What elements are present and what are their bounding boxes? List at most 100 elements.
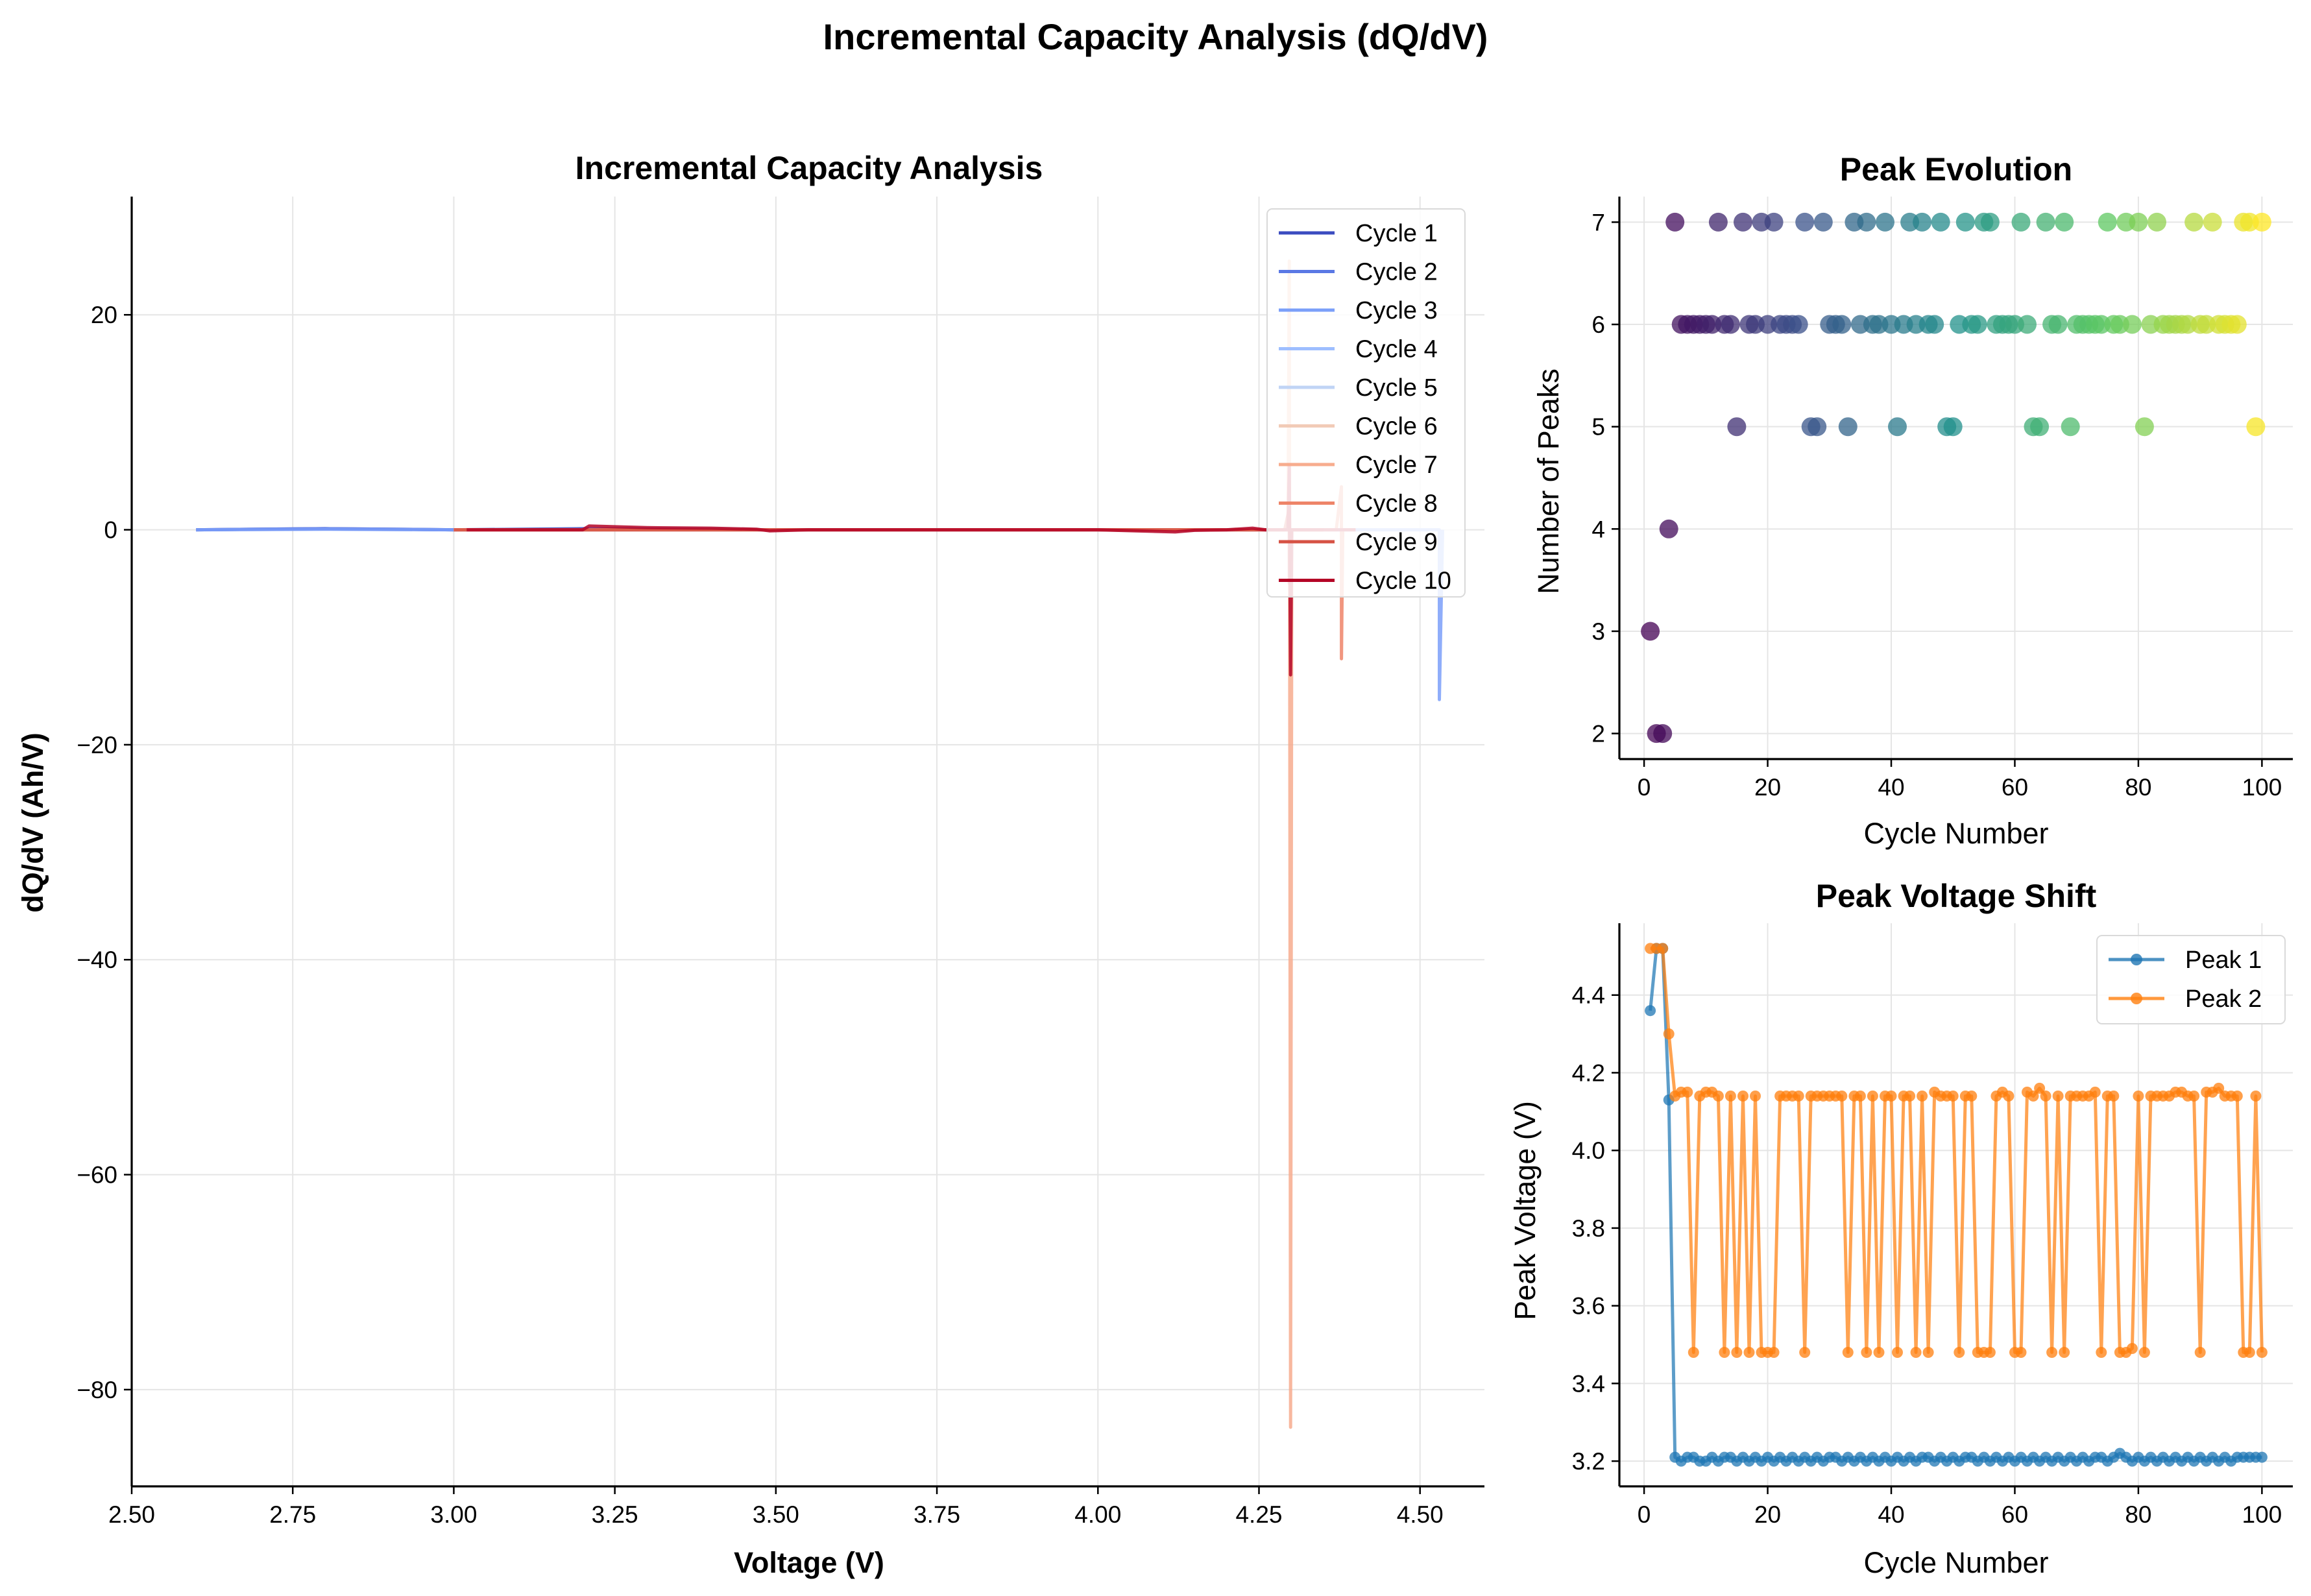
peaks-y-tick-label: 4 <box>1591 516 1605 542</box>
peaks-scatter-point <box>1764 212 1784 232</box>
shift-x-tick-label: 40 <box>1878 1501 1904 1528</box>
peaks-scatter-point <box>1808 417 1827 437</box>
peaks-scatter-point <box>2011 212 2031 232</box>
shift-x-tick-label: 20 <box>1754 1501 1781 1528</box>
ica-y-tick-label: 20 <box>91 302 117 328</box>
peak-evolution-y-axis-label: Number of Peaks <box>1532 369 1565 594</box>
ica-ticks: 2.50 2.75 3.00 3.25 3.50 3.75 4.00 4.25 4.50 20 0 −… <box>77 302 1443 1528</box>
shift-series <box>1645 943 2268 1467</box>
shift-point-peak-2 <box>2126 1343 2138 1354</box>
ica-x-tick-label: 3.75 <box>914 1501 960 1528</box>
shift-point-peak-2 <box>1910 1347 1922 1358</box>
peaks-scatter-point <box>1721 315 1740 334</box>
ica-plot: Incremental Capacity Analysis Voltage (V… <box>16 150 1484 1579</box>
peaks-scatter-point <box>1968 315 1987 334</box>
shift-point-peak-2 <box>2059 1347 2070 1358</box>
ica-legend-label-cycle-6: Cycle 6 <box>1355 413 1438 441</box>
shift-point-peak-2 <box>2034 1082 2046 1094</box>
peaks-scatter-point <box>2048 315 2068 334</box>
shift-point-peak-2 <box>1966 1090 1978 1102</box>
ica-x-tick-label: 3.25 <box>592 1501 638 1528</box>
shift-ticks: 0 20 40 60 80 100 3.2 3.4 3.6 3.8 4.0 4.2 4.4 <box>1572 982 2282 1528</box>
peaks-x-tick-label: 60 <box>2002 774 2028 801</box>
shift-point-peak-2 <box>1984 1347 1996 1358</box>
shift-point-peak-2 <box>2015 1347 2027 1358</box>
ica-y-axis-label: dQ/dV (Ah/V) <box>16 732 49 912</box>
shift-legend-label-peak-1: Peak 1 <box>2185 947 2262 974</box>
shift-point-peak-2 <box>1799 1347 1811 1358</box>
shift-point-peak-2 <box>1663 1028 1675 1040</box>
shift-point-peak-2 <box>1854 1090 1866 1102</box>
peaks-scatter-point <box>2018 315 2037 334</box>
ica-legend-label-cycle-10: Cycle 10 <box>1355 568 1451 595</box>
shift-point-peak-2 <box>1750 1090 1761 1102</box>
ica-x-tick-label: 3.00 <box>430 1501 477 1528</box>
peaks-scatter-point <box>1832 315 1852 334</box>
peaks-scatter-point <box>2246 417 2266 437</box>
peaks-scatter-point <box>2122 315 2142 334</box>
peaks-scatter-point <box>1659 519 1678 538</box>
shift-point-peak-2 <box>1724 1090 1736 1102</box>
shift-point-peak-2 <box>2089 1086 2101 1098</box>
peaks-scatter-point <box>1708 212 1728 232</box>
shift-series-peak-1 <box>1645 943 2268 1467</box>
shift-point-peak-2 <box>1712 1090 1724 1102</box>
shift-x-tick-label: 0 <box>1638 1501 1651 1528</box>
shift-point-peak-2 <box>1922 1347 1934 1358</box>
shift-y-tick-label: 3.8 <box>1572 1215 1605 1242</box>
peaks-x-tick-label: 100 <box>2242 774 2282 801</box>
ica-x-tick-label: 4.25 <box>1235 1501 1282 1528</box>
ica-x-tick-label: 2.50 <box>108 1501 155 1528</box>
ica-legend-label-cycle-5: Cycle 5 <box>1355 374 1438 402</box>
shift-point-peak-2 <box>1904 1090 1916 1102</box>
shift-point-peak-2 <box>2188 1090 2200 1102</box>
peak-voltage-shift-y-axis-label: Peak Voltage (V) <box>1508 1101 1542 1320</box>
ica-x-tick-label: 4.00 <box>1074 1501 1121 1528</box>
peaks-scatter-point <box>1925 315 1944 334</box>
shift-point-peak-2 <box>1688 1347 1699 1358</box>
peaks-scatter-point <box>2055 212 2074 232</box>
ica-legend-label-cycle-1: Cycle 1 <box>1355 220 1438 247</box>
figure-title: Incremental Capacity Analysis (dQ/dV) <box>823 16 1488 57</box>
ica-x-axis-label: Voltage (V) <box>734 1546 884 1579</box>
shift-legend-frame <box>2096 935 2286 1024</box>
peaks-x-tick-label: 0 <box>1638 774 1651 801</box>
shift-x-tick-label: 100 <box>2242 1501 2282 1528</box>
peaks-y-tick-label: 7 <box>1591 209 1605 236</box>
ica-legend-label-cycle-8: Cycle 8 <box>1355 490 1438 518</box>
shift-point-peak-2 <box>1768 1347 1780 1358</box>
shift-point-peak-2 <box>1861 1347 1872 1358</box>
shift-point-peak-2 <box>1867 1090 1878 1102</box>
shift-y-tick-label: 4.0 <box>1572 1137 1605 1164</box>
shift-point-peak-2 <box>2194 1347 2206 1358</box>
shift-x-tick-label: 60 <box>2002 1501 2028 1528</box>
peaks-scatter-point <box>1838 417 1857 437</box>
ica-y-tick-label: 0 <box>104 517 117 544</box>
peaks-scatter-point <box>1876 212 1894 232</box>
peaks-scatter-point <box>1955 212 1975 232</box>
peaks-scatter-point <box>2184 212 2204 232</box>
peak-evolution-title: Peak Evolution <box>1840 151 2072 187</box>
ica-y-tick-label: −80 <box>77 1377 117 1403</box>
shift-y-tick-label: 4.4 <box>1572 982 1605 1009</box>
peaks-scatter-point <box>1789 315 1808 334</box>
ica-legend-label-cycle-2: Cycle 2 <box>1355 259 1438 286</box>
ica-y-tick-label: −40 <box>77 947 117 973</box>
shift-point-peak-2 <box>1917 1090 1928 1102</box>
peaks-ticks: 0 20 40 60 80 100 2 3 4 5 6 7 <box>1591 209 2282 801</box>
shift-point-peak-2 <box>1947 1090 1959 1102</box>
shift-point-peak-2 <box>1731 1347 1743 1358</box>
ica-y-tick-label: −20 <box>77 732 117 758</box>
shift-point-peak-2 <box>1737 1090 1748 1102</box>
peak-voltage-shift-x-axis-label: Cycle Number <box>1863 1546 2048 1579</box>
shift-point-peak-2 <box>2244 1347 2255 1358</box>
ica-legend-label-cycle-7: Cycle 7 <box>1355 452 1438 479</box>
peaks-scatter-point <box>1913 212 1932 232</box>
peaks-scatter-point <box>1734 212 1752 232</box>
peaks-scatter-point <box>1653 724 1673 744</box>
shift-legend-marker-peak-1 <box>2131 954 2142 965</box>
shift-y-tick-label: 3.6 <box>1572 1293 1605 1320</box>
peaks-scatter-point <box>2129 212 2148 232</box>
peaks-scatter-point <box>1641 622 1660 641</box>
